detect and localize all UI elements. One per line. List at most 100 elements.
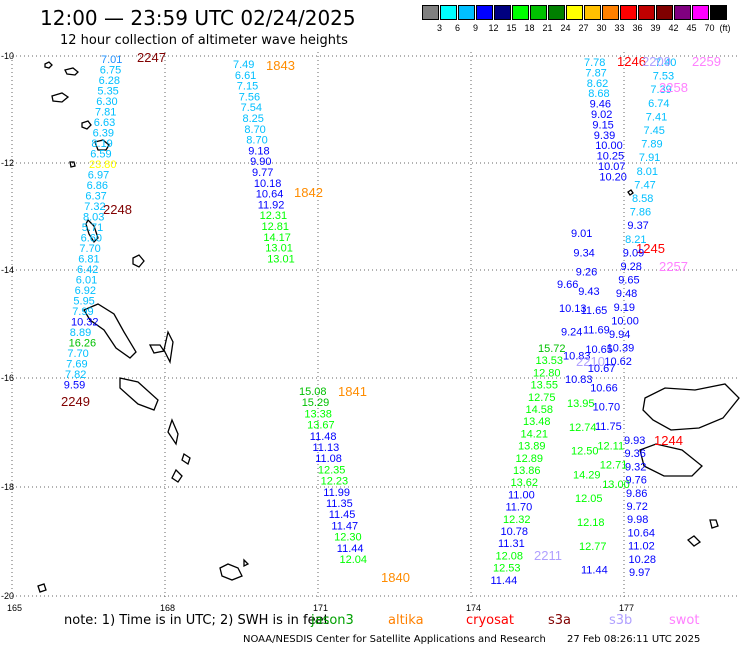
track-1841: 15.0815.2913.3813.6711.4811.1311.0812.35… <box>299 384 367 566</box>
wave-height-value: 10.70 <box>593 402 621 414</box>
wave-height-value: 6.61 <box>235 70 256 82</box>
satellite-legend-s3a: s3a <box>548 613 572 628</box>
wave-height-value: 16.26 <box>69 338 97 350</box>
track-2211: 15.7213.5312.8013.5512.7514.5813.4814.21… <box>491 343 566 587</box>
wave-height-value: 12.11 <box>597 440 624 452</box>
wave-height-value: 9.18 <box>248 145 269 157</box>
map-grid <box>11 52 740 600</box>
wave-height-value: 7.81 <box>95 107 116 119</box>
track-1843: 7.496.617.157.567.548.258.708.709.189.90… <box>233 58 295 265</box>
wave-height-value: 11.35 <box>326 498 353 510</box>
footer-line: NOAA/NESDIS Center for Satellite Applica… <box>243 634 700 645</box>
scale-swatch <box>530 5 547 20</box>
track-id-label: 2257 <box>659 259 688 274</box>
wave-height-value: 11.99 <box>323 487 350 499</box>
wave-height-value: 7.70 <box>67 348 88 360</box>
wave-height-value: 9.90 <box>250 156 271 168</box>
wave-height-value: 9.28 <box>621 261 642 273</box>
wave-height-value: 11.02 <box>628 541 655 553</box>
wave-height-value: 7.82 <box>65 369 86 381</box>
wave-height-value: 10.78 <box>501 526 529 538</box>
wave-height-value: 7.89 <box>641 139 662 151</box>
wave-height-value: 9.46 <box>590 99 611 111</box>
wave-height-value: 10.28 <box>629 554 657 566</box>
island-vanuatu-north <box>44 61 110 168</box>
wave-height-value: 9.36 <box>625 448 646 460</box>
wave-height-value: 13.53 <box>536 355 564 367</box>
scale-swatch <box>422 5 439 20</box>
lat-tick-label: -12 <box>1 158 14 168</box>
wave-height-value: 10.32 <box>71 317 99 329</box>
wave-height-value: 7.70 <box>79 243 100 255</box>
altimeter-tracks: 7.016.756.285.356.307.816.636.398.196.59… <box>64 50 688 587</box>
wave-height-value: 6.63 <box>94 117 115 129</box>
scale-label: 30 <box>596 23 607 33</box>
wave-height-value: 13.67 <box>307 420 335 432</box>
wave-height-value: 13.01 <box>265 243 293 255</box>
wave-height-value: 7.56 <box>239 91 260 103</box>
scale-label: 6 <box>454 23 460 33</box>
wave-height-value: 13.95 <box>567 398 595 410</box>
track-id-label: 2258 <box>659 80 688 95</box>
scale-label: 33 <box>614 23 625 33</box>
wave-height-value: 10.13 <box>559 303 587 315</box>
wave-height-value: 8.58 <box>632 193 653 205</box>
wave-height-value: 6.30 <box>96 96 117 108</box>
wave-height-value: 9.24 <box>561 327 582 339</box>
wave-height-value: 7.87 <box>585 67 606 79</box>
wave-height-value: 12.35 <box>318 464 346 476</box>
wave-height-value: 9.43 <box>578 286 599 298</box>
track-2247: 7.016.756.285.356.307.816.636.398.196.59… <box>64 50 166 392</box>
wave-height-value: 7.99 <box>72 306 93 318</box>
wave-height-value: 9.72 <box>627 501 648 513</box>
wave-height-value: 9.98 <box>627 514 648 526</box>
wave-height-value: 9.34 <box>573 247 594 259</box>
scale-label: 15 <box>506 23 517 33</box>
wave-height-value: 7.15 <box>237 81 258 93</box>
wave-height-value: 6.86 <box>87 180 108 192</box>
wave-height-value: 6.42 <box>77 264 98 276</box>
scale-label: 70 <box>704 23 715 33</box>
wave-height-value: 10.00 <box>595 140 623 152</box>
track-id-label: 1843 <box>266 58 295 73</box>
track-id-label: 2210 <box>576 354 605 369</box>
track-id-label: 1244 <box>654 433 683 448</box>
scale-unit: (ft) <box>719 23 731 33</box>
wave-height-value: 7.86 <box>630 207 651 219</box>
scale-swatch <box>674 5 691 20</box>
wave-height-value: 9.19 <box>614 302 635 314</box>
wave-height-value: 6.37 <box>85 191 106 203</box>
satellite-legend-altika: altika <box>388 613 424 628</box>
wave-height-value: 9.76 <box>626 475 647 487</box>
wave-height-value: 10.39 <box>607 343 635 355</box>
wave-height-value: 13.01 <box>267 253 295 265</box>
wave-height-value: 12.89 <box>516 453 544 465</box>
wave-height-value: 12.31 <box>260 210 288 222</box>
track-id-label: 2259 <box>692 54 721 69</box>
wave-height-value: 9.66 <box>557 279 578 291</box>
wave-height-value: 7.91 <box>639 152 660 164</box>
wave-height-value: 8.01 <box>637 166 658 178</box>
wave-height-value: 9.37 <box>627 220 648 232</box>
satellite-legend-jason3: jason3 <box>311 613 354 628</box>
track-id-label: 1841 <box>338 384 367 399</box>
wave-height-value: 8.25 <box>243 113 264 125</box>
wave-height-value: 23.80 <box>89 159 117 171</box>
wave-height-value: 6.60 <box>81 233 102 245</box>
wave-height-value: 6.39 <box>93 128 114 140</box>
footer-timestamp: 27 Feb 08:26:11 UTC 2025 <box>567 634 701 645</box>
track-id-label: 1245 <box>636 241 665 256</box>
lat-tick-label: -18 <box>1 482 14 492</box>
wave-height-value: 9.32 <box>625 461 646 473</box>
wave-height-value: 11.31 <box>498 538 525 550</box>
wave-height-value: 11.44 <box>581 565 608 577</box>
track-id-label: 1842 <box>294 185 323 200</box>
wave-height-value: 9.77 <box>252 167 273 179</box>
wave-height-value: 8.21 <box>625 234 646 246</box>
wave-height-value: 10.66 <box>590 382 618 394</box>
wave-height-value: 8.68 <box>588 88 609 100</box>
wave-height-value: 9.97 <box>629 567 650 579</box>
island-rotuma <box>627 189 634 196</box>
wave-height-value: 12.75 <box>528 392 556 404</box>
